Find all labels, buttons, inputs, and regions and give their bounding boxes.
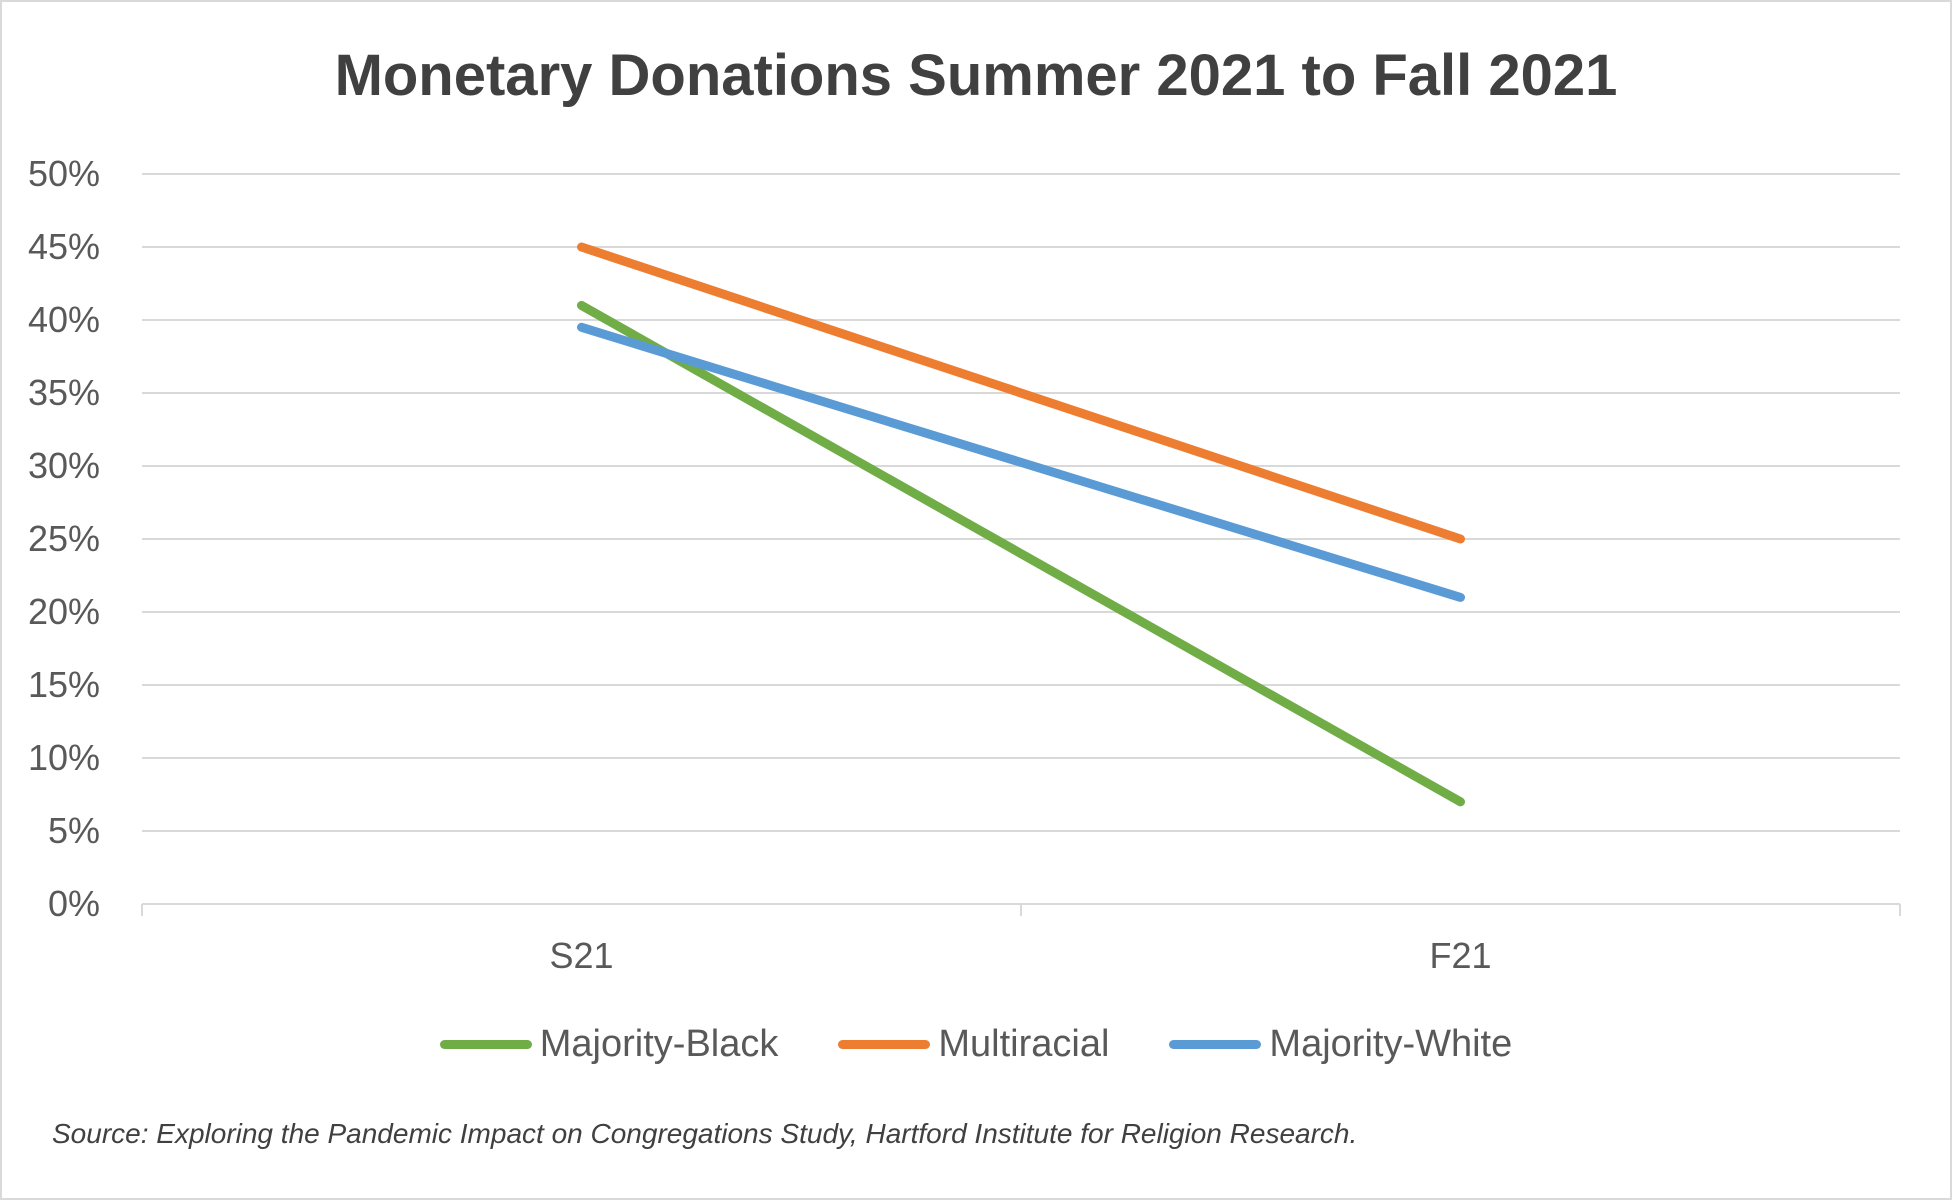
chart-title: Monetary Donations Summer 2021 to Fall 2…	[334, 43, 1618, 108]
legend-swatch-majority-white	[1169, 1039, 1262, 1049]
legend-item-majority-white: Majority-White	[1169, 1023, 1512, 1066]
legend-item-majority-black: Majority-Black	[439, 1022, 779, 1066]
legend-swatch-majority-black	[439, 1039, 532, 1049]
legend-swatch-multiracial	[838, 1039, 931, 1049]
y-tick-label: 30%	[28, 445, 100, 486]
series-line-majority-white	[577, 322, 1465, 602]
series-line-multiracial	[577, 242, 1465, 544]
y-tick-label: 45%	[28, 226, 100, 267]
chart-legend: Majority-Black Multiracial Majority-Whit…	[0, 1016, 1952, 1072]
source-note: Source: Exploring the Pandemic Impact on…	[52, 1118, 1358, 1149]
legend-label-majority-white: Majority-White	[1269, 1022, 1513, 1065]
legend-label-multiracial: Multiracial	[938, 1022, 1110, 1065]
y-tick-label: 40%	[28, 299, 100, 340]
legend-label-majority-black: Majority-Black	[539, 1022, 779, 1065]
y-tick-label: 15%	[28, 664, 100, 705]
legend-item-multiracial: Multiracial	[838, 1023, 1109, 1066]
y-tick-label: 20%	[28, 591, 100, 632]
y-tick-label: 50%	[28, 153, 100, 194]
y-tick-label: 35%	[28, 372, 100, 413]
y-tick-label: 0%	[48, 883, 100, 924]
x-tick-label: S21	[549, 935, 613, 976]
y-tick-label: 5%	[48, 810, 100, 851]
y-tick-label: 25%	[28, 518, 100, 559]
y-tick-label: 10%	[28, 737, 100, 778]
series-line-majority-black	[577, 300, 1465, 807]
x-tick-label: F21	[1429, 935, 1491, 976]
